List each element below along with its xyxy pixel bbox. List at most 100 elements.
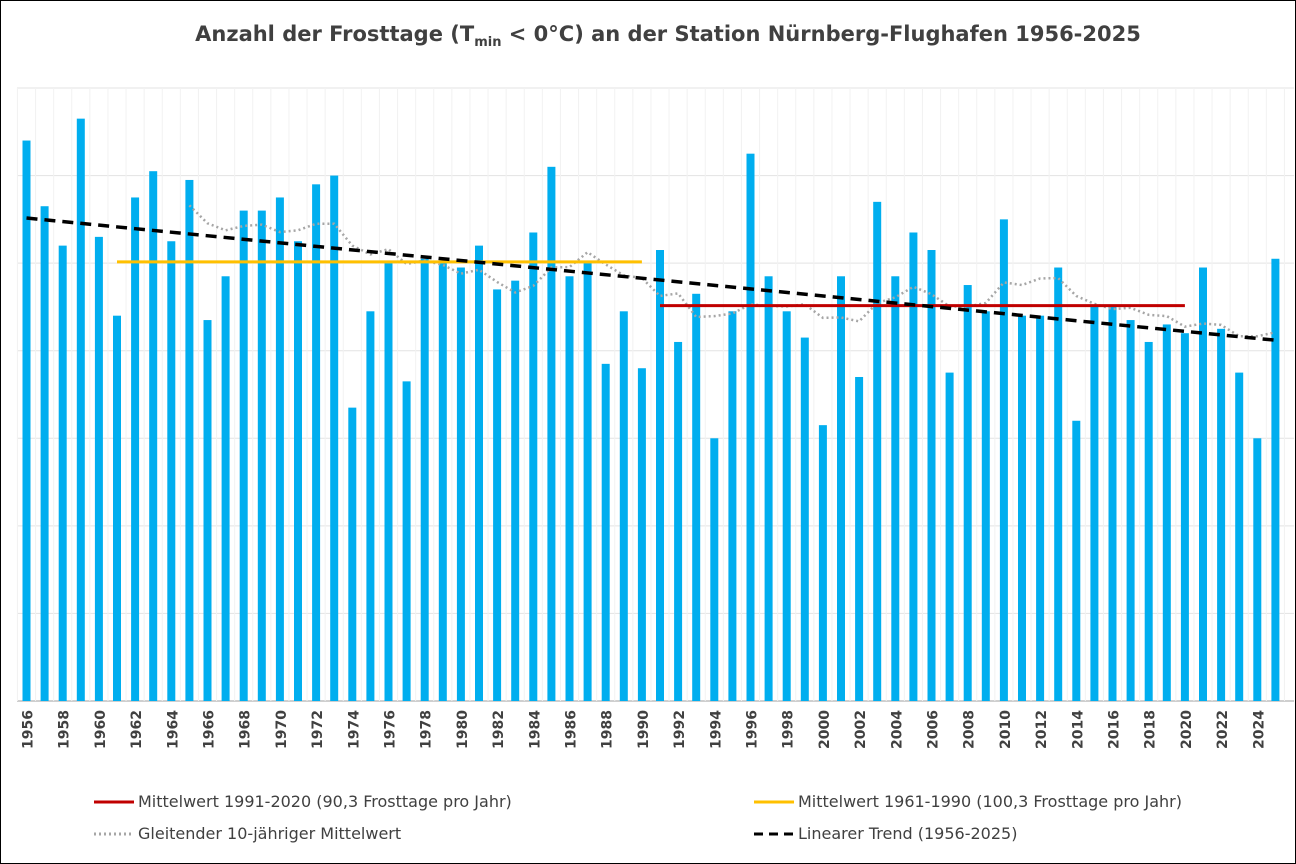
- bar-1992: [674, 341, 683, 701]
- bar-1959: [76, 118, 85, 701]
- series-lines: [26, 204, 1276, 342]
- bar-1972: [312, 184, 321, 702]
- bar-1968: [239, 210, 248, 701]
- bar-1979: [438, 263, 447, 701]
- bar-1973: [330, 175, 339, 702]
- bar-2003: [873, 201, 882, 702]
- legend-swatch-dotted-line: [94, 832, 134, 836]
- bar-2012: [1036, 315, 1045, 701]
- bar-2019: [1162, 324, 1171, 701]
- x-tick-label: 1960: [93, 710, 109, 749]
- bar-2005: [909, 232, 918, 701]
- legend-label: Mittelwert 1991-2020 (90,3 Frosttage pro…: [138, 792, 512, 811]
- x-tick-label: 1984: [527, 710, 543, 749]
- x-tick-label: 1994: [708, 710, 724, 749]
- x-tick-label: 2000: [817, 710, 833, 749]
- bar-2006: [927, 250, 936, 701]
- x-tick-label: 2012: [1034, 710, 1050, 749]
- x-tick-label: 1982: [491, 710, 507, 749]
- line-linearer-trend: [26, 216, 1276, 342]
- chart-title-main: Anzahl der Frosttage (T: [195, 22, 475, 46]
- x-tick-label: 2006: [926, 710, 942, 749]
- x-tick-label: 1992: [672, 710, 688, 749]
- x-tick-label: 2018: [1143, 710, 1159, 749]
- x-tick-label: 1990: [636, 710, 652, 749]
- bar-2020: [1180, 333, 1189, 701]
- bar-2000: [818, 425, 827, 701]
- x-tick-label: 1978: [419, 710, 435, 749]
- x-tick-label: 1974: [346, 710, 362, 749]
- x-tick-label: 1996: [745, 710, 761, 749]
- bar-2017: [1126, 320, 1135, 701]
- gridlines: [16, 87, 1294, 702]
- bar-2013: [1054, 267, 1063, 701]
- x-tick-label: 2014: [1070, 710, 1086, 749]
- x-tick-label: 1962: [129, 710, 145, 749]
- bar-1983: [511, 280, 520, 701]
- bar-1988: [601, 363, 610, 701]
- bar-1991: [656, 250, 664, 701]
- bar-1962: [131, 197, 140, 701]
- legend-swatch-red-line: [94, 800, 134, 804]
- x-tick-label: 1972: [310, 710, 326, 749]
- bar-1999: [800, 337, 809, 701]
- bar-2002: [855, 376, 864, 701]
- bar-1998: [782, 311, 791, 701]
- bar-1963: [149, 171, 158, 701]
- bar-2001: [837, 276, 845, 701]
- bar-1969: [257, 210, 266, 701]
- bar-2025: [1271, 258, 1280, 701]
- bar-1990: [637, 368, 646, 701]
- bars: [22, 118, 1280, 702]
- bar-1977: [402, 381, 411, 701]
- x-tick-label: 1976: [383, 710, 399, 749]
- bar-2010: [999, 219, 1008, 701]
- x-tick-label: 1966: [202, 710, 218, 749]
- bar-2008: [963, 285, 972, 701]
- x-tick-label: 2004: [889, 710, 905, 749]
- bar-1957: [40, 206, 49, 701]
- bar-2011: [1018, 315, 1026, 701]
- bar-2016: [1108, 306, 1117, 701]
- bar-2021: [1199, 267, 1207, 701]
- bar-1958: [58, 245, 67, 701]
- bar-1971: [294, 241, 302, 701]
- x-tick-label: 1968: [238, 710, 254, 749]
- chart-title-rest: < 0°C) an der Station Nürnberg-Flughafen…: [501, 22, 1141, 46]
- x-tick-label: 2002: [853, 710, 869, 749]
- bar-2009: [981, 311, 990, 701]
- bar-1978: [420, 258, 429, 701]
- legend-swatch-yellow-line: [754, 800, 794, 804]
- bar-1982: [493, 289, 502, 701]
- bar-2018: [1144, 341, 1153, 701]
- bar-1965: [185, 179, 194, 701]
- bar-1960: [94, 236, 103, 701]
- line-gleitender-mittelwert: [188, 204, 1276, 338]
- x-tick-label: 1998: [781, 710, 797, 749]
- x-tick-label: 2020: [1179, 710, 1195, 749]
- bar-1976: [384, 263, 393, 701]
- x-tick-label: 2016: [1107, 710, 1123, 749]
- bar-1961: [113, 315, 121, 701]
- x-tick-label: 1964: [165, 710, 181, 749]
- bar-2023: [1235, 372, 1244, 701]
- bar-1981: [475, 245, 483, 701]
- bar-2014: [1072, 420, 1081, 701]
- legend-label: Mittelwert 1961-1990 (100,3 Frosttage pr…: [798, 792, 1182, 811]
- x-tick-label: 2022: [1215, 710, 1231, 749]
- x-tick-label: 1958: [57, 710, 73, 749]
- bar-1993: [692, 293, 701, 701]
- bar-1967: [221, 276, 230, 701]
- bar-2007: [945, 372, 954, 701]
- bar-1985: [547, 166, 556, 702]
- bar-2004: [891, 276, 900, 701]
- bar-1974: [348, 407, 357, 701]
- bar-1956: [22, 140, 31, 702]
- bar-1989: [619, 311, 628, 701]
- bar-1964: [167, 241, 176, 701]
- bar-2015: [1090, 306, 1099, 701]
- bar-1975: [366, 311, 375, 701]
- x-tick-label: 2010: [998, 710, 1014, 749]
- x-tick-labels: 1956 1958 1960 1962 1964 1966 1968 1970 1972 1974…: [21, 710, 1268, 749]
